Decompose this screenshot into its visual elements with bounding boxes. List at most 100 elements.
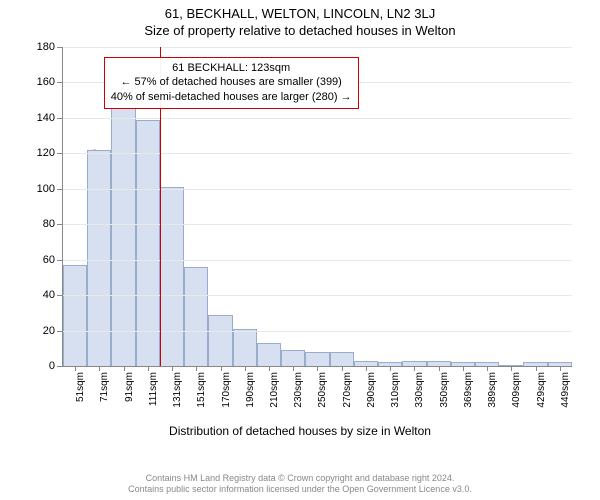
x-tick-label: 429sqm <box>536 372 547 408</box>
histogram-bar <box>87 150 111 366</box>
x-axis-label: Distribution of detached houses by size … <box>0 424 600 438</box>
x-tick-mark <box>196 366 197 371</box>
y-tick-label: 80 <box>43 218 63 230</box>
gridline <box>63 47 572 48</box>
annotation-box: 61 BECKHALL: 123sqm← 57% of detached hou… <box>104 57 359 110</box>
histogram-bar <box>63 265 87 366</box>
x-tick-mark <box>269 366 270 371</box>
histogram-bar <box>305 352 329 366</box>
x-tick: 170sqm <box>208 366 232 416</box>
x-tick: 91sqm <box>111 366 135 416</box>
x-tick-label: 131sqm <box>172 372 183 408</box>
x-tick: 290sqm <box>354 366 378 416</box>
y-tick-label: 20 <box>43 325 63 337</box>
x-tick-mark <box>99 366 100 371</box>
x-tick-label: 151sqm <box>196 372 207 408</box>
x-tick-mark <box>463 366 464 371</box>
footer-line-2: Contains public sector information licen… <box>0 484 600 496</box>
x-tick: 71sqm <box>87 366 111 416</box>
x-tick: 350sqm <box>427 366 451 416</box>
histogram-bar <box>233 329 257 366</box>
histogram-bar <box>281 350 305 366</box>
x-tick: 449sqm <box>548 366 572 416</box>
y-tick-label: 140 <box>37 112 63 124</box>
gridline <box>63 224 572 225</box>
y-tick-label: 0 <box>49 360 63 372</box>
y-tick-label: 40 <box>43 289 63 301</box>
footer-line-1: Contains HM Land Registry data © Crown c… <box>0 473 600 485</box>
histogram-bar <box>160 187 184 366</box>
annotation-line: 61 BECKHALL: 123sqm <box>111 61 352 76</box>
plot-area: 51sqm71sqm91sqm111sqm131sqm151sqm170sqm1… <box>62 47 572 367</box>
x-tick-mark <box>342 366 343 371</box>
x-tick-mark <box>124 366 125 371</box>
x-tick-label: 330sqm <box>414 372 425 408</box>
gridline <box>63 331 572 332</box>
gridline <box>63 153 572 154</box>
x-tick: 429sqm <box>523 366 547 416</box>
x-tick-mark <box>221 366 222 371</box>
x-tick-label: 290sqm <box>366 372 377 408</box>
x-tick-label: 449sqm <box>560 372 571 408</box>
histogram-bar <box>208 315 232 366</box>
x-tick-label: 91sqm <box>124 372 135 402</box>
x-tick-mark <box>414 366 415 371</box>
histogram-bar <box>136 120 160 366</box>
x-tick: 210sqm <box>257 366 281 416</box>
annotation-line: ← 57% of detached houses are smaller (39… <box>111 75 352 90</box>
y-tick-label: 160 <box>37 76 63 88</box>
x-tick: 151sqm <box>184 366 208 416</box>
footer-credits: Contains HM Land Registry data © Crown c… <box>0 473 600 496</box>
x-tick: 51sqm <box>63 366 87 416</box>
x-tick-mark <box>560 366 561 371</box>
gridline <box>63 260 572 261</box>
annotation-line: 40% of semi-detached houses are larger (… <box>111 90 352 105</box>
y-tick-label: 100 <box>37 183 63 195</box>
x-tick-mark <box>536 366 537 371</box>
x-tick-label: 389sqm <box>487 372 498 408</box>
x-tick-mark <box>172 366 173 371</box>
x-tick-label: 409sqm <box>511 372 522 408</box>
x-tick-mark <box>487 366 488 371</box>
x-tick-mark <box>317 366 318 371</box>
x-tick-label: 210sqm <box>269 372 280 408</box>
gridline <box>63 189 572 190</box>
x-tick: 270sqm <box>330 366 354 416</box>
x-tick-mark <box>511 366 512 371</box>
histogram-bar <box>111 88 135 366</box>
x-tick: 230sqm <box>281 366 305 416</box>
page-title: 61, BECKHALL, WELTON, LINCOLN, LN2 3LJ <box>0 0 600 21</box>
y-tick-label: 60 <box>43 254 63 266</box>
x-tick-mark <box>75 366 76 371</box>
gridline <box>63 118 572 119</box>
histogram-bar <box>330 352 354 366</box>
x-tick: 409sqm <box>499 366 523 416</box>
x-tick-mark <box>245 366 246 371</box>
x-tick-label: 111sqm <box>148 372 159 406</box>
x-tick-mark <box>148 366 149 371</box>
x-tick: 111sqm <box>136 366 160 416</box>
histogram-bar <box>257 343 281 366</box>
x-tick-label: 310sqm <box>390 372 401 408</box>
y-tick-label: 180 <box>37 41 63 53</box>
x-tick-label: 369sqm <box>463 372 474 408</box>
x-tick: 310sqm <box>378 366 402 416</box>
x-tick: 369sqm <box>451 366 475 416</box>
x-tick-label: 51sqm <box>75 372 86 402</box>
x-tick-mark <box>439 366 440 371</box>
x-tick-mark <box>390 366 391 371</box>
x-tick-mark <box>366 366 367 371</box>
x-tick-label: 190sqm <box>245 372 256 408</box>
x-tick: 330sqm <box>402 366 426 416</box>
chart-container: Number of detached properties 51sqm71sqm… <box>20 42 580 422</box>
page-subtitle: Size of property relative to detached ho… <box>0 21 600 42</box>
x-tick: 190sqm <box>233 366 257 416</box>
x-tick: 389sqm <box>475 366 499 416</box>
x-ticks: 51sqm 71sqm 91sqm 111sqm 131sqm 151sqm 170sqm 1… <box>63 366 572 416</box>
histogram-bar <box>184 267 208 366</box>
x-tick-label: 170sqm <box>221 372 232 408</box>
x-tick-label: 230sqm <box>293 372 304 408</box>
x-tick-label: 71sqm <box>99 372 110 402</box>
gridline <box>63 295 572 296</box>
y-tick-label: 120 <box>37 147 63 159</box>
